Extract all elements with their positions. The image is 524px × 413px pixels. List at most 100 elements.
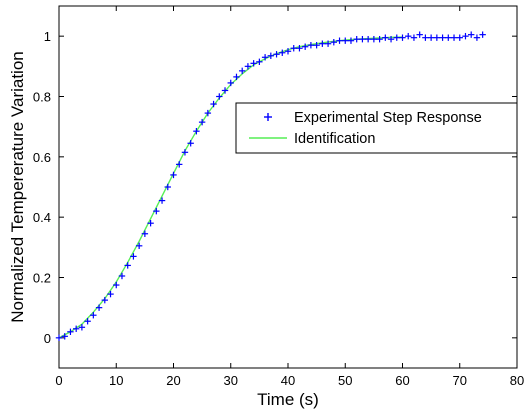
experimental-point (307, 42, 315, 49)
experimental-point (405, 32, 412, 40)
x-tick-label: 40 (281, 373, 295, 388)
experimental-point (118, 272, 126, 280)
experimental-point (382, 34, 389, 41)
experimental-point (147, 220, 154, 227)
legend-label-experimental: Experimental Step Response (294, 110, 482, 126)
experimental-point (67, 328, 74, 335)
y-tick-label: 0.8 (33, 90, 51, 105)
experimental-point (330, 39, 337, 46)
experimental-point (342, 37, 349, 44)
experimental-point (239, 67, 246, 75)
experimental-point (216, 93, 223, 100)
experimental-point (387, 35, 395, 43)
experimental-point (462, 32, 469, 40)
y-tick-label: 0.6 (33, 150, 51, 165)
experimental-point (256, 58, 263, 66)
experimental-point (313, 42, 320, 49)
experimental-point (445, 34, 452, 41)
experimental-point (170, 171, 177, 179)
experimental-point (55, 334, 63, 342)
experimental-point (250, 60, 257, 67)
x-tick-label: 50 (338, 373, 352, 388)
experimental-point (164, 183, 171, 191)
experimental-point (279, 49, 286, 56)
y-tick-label: 0 (44, 331, 51, 346)
experimental-point (244, 63, 252, 70)
experimental-point (393, 34, 400, 41)
x-tick-label: 70 (453, 373, 467, 388)
experimental-point (153, 207, 160, 215)
experimental-point (107, 290, 114, 298)
experimental-point (204, 109, 212, 117)
experimental-point (95, 304, 103, 311)
experimental-point (427, 34, 435, 41)
experimental-point (135, 242, 143, 250)
experimental-point (456, 34, 463, 41)
experimental-point (113, 281, 120, 289)
experimental-point (261, 54, 269, 61)
experimental-point (181, 149, 189, 156)
experimental-point (473, 34, 481, 41)
y-tick-label: 0.4 (33, 210, 51, 225)
experimental-point (479, 31, 486, 38)
experimental-point (84, 318, 91, 325)
x-axis-ticks: 0 10 20 30 40 50 60 70 80 (55, 6, 524, 388)
y-tick-label: 1 (44, 29, 51, 44)
experimental-point (61, 333, 68, 340)
experimental-point (324, 40, 332, 47)
experimental-point (233, 73, 240, 81)
x-tick-label: 60 (395, 373, 409, 388)
experimental-point (198, 118, 206, 126)
experimental-point (273, 51, 280, 58)
experimental-point (347, 37, 355, 44)
x-axis-label: Time (s) (257, 390, 319, 409)
experimental-point (399, 34, 406, 41)
legend-box (235, 102, 518, 154)
x-tick-label: 80 (510, 373, 524, 388)
experimental-point (284, 48, 292, 55)
x-tick-label: 20 (166, 373, 180, 388)
experimental-point (176, 161, 183, 168)
experimental-point (227, 79, 234, 87)
experimental-point (301, 43, 309, 50)
experimental-point (267, 52, 275, 59)
experimental-point (158, 197, 166, 204)
experimental-point (370, 35, 378, 43)
legend-label-identification: Identification (294, 131, 375, 147)
y-tick-label: 0.2 (33, 271, 51, 286)
experimental-point (193, 127, 200, 135)
experimental-point (319, 40, 326, 47)
experimental-point (468, 31, 475, 38)
x-tick-label: 30 (224, 373, 238, 388)
experimental-point (439, 34, 446, 41)
experimental-point (72, 325, 80, 332)
experimental-point (359, 35, 366, 43)
experimental-point (422, 34, 429, 41)
experimental-point (124, 262, 131, 269)
x-tick-label: 10 (109, 373, 123, 388)
experimental-point (416, 31, 423, 38)
experimental-point (221, 87, 229, 94)
experimental-point (101, 296, 108, 304)
experimental-point (141, 230, 149, 237)
legend-marker-experimental (264, 113, 272, 121)
experimental-point (376, 35, 383, 43)
experimental-point (290, 45, 297, 52)
y-axis-label: Normalized Tempererature Variation (8, 51, 27, 323)
experimental-point (410, 34, 418, 41)
series-layer (55, 31, 486, 342)
experimental-point (353, 35, 360, 43)
experimental-point (296, 45, 303, 52)
experimental-point (78, 324, 86, 331)
experimental-point (210, 100, 217, 108)
experimental-point (364, 35, 372, 43)
experimental-point (433, 34, 441, 41)
legend: Experimental Step Response Identificatio… (235, 102, 518, 154)
plot-area (58, 5, 518, 369)
experimental-point (130, 253, 137, 260)
experimental-point (187, 140, 194, 147)
y-axis-ticks: 0 0.2 0.4 0.6 0.8 1 (33, 29, 517, 346)
experimental-point (336, 37, 343, 44)
experimental-point (450, 34, 458, 41)
